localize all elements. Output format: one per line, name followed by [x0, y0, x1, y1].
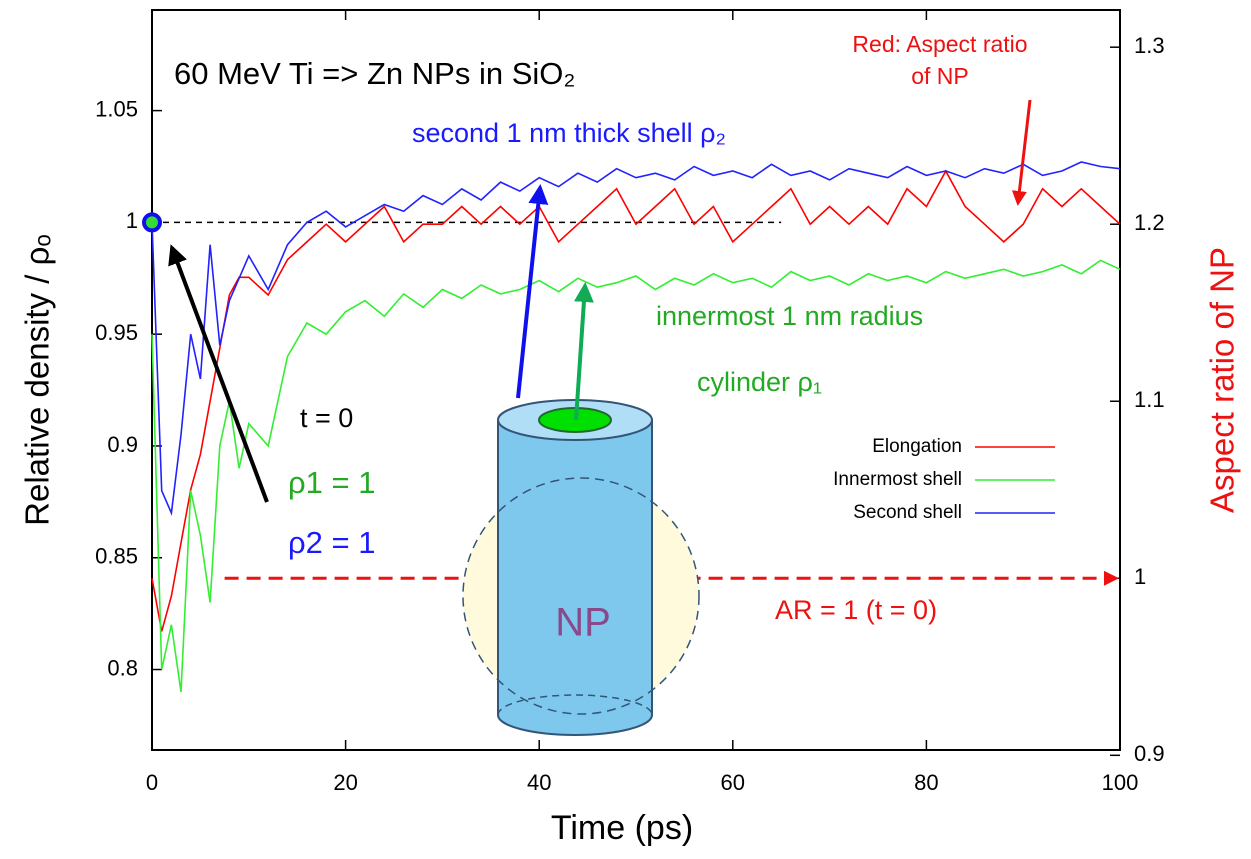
plot-area: 0 20 40 60 80 100 0.8 0.85 0.9 0.95 1 1.05 0.9 1 1.1 1.… [95, 9, 1165, 795]
cylinder-back [497, 694, 653, 716]
y-tick-label: 0.9 [107, 432, 138, 457]
x-tick-label: 0 [146, 770, 158, 795]
y2-tick-label: 1.2 [1134, 210, 1165, 235]
y-tick-label: 1 [126, 208, 138, 233]
plot-frame [151, 9, 1121, 751]
chart-title: 60 MeV Ti => Zn NPs in SiO₂ [174, 56, 575, 91]
y-axis-label: Relative density / ρₒ [19, 234, 56, 526]
annotation: cylinder ρ₁ [697, 367, 822, 397]
annotation: AR = 1 (t = 0) [775, 595, 937, 625]
x-tick-label: 60 [721, 770, 745, 795]
y2-tick-label: 0.9 [1134, 741, 1165, 766]
y2-tick-label: 1.3 [1134, 33, 1165, 58]
annotation: ρ2 = 1 [288, 525, 375, 560]
annotation: Red: Aspect ratio [852, 31, 1027, 57]
annotation: ρ1 = 1 [288, 465, 375, 500]
np-diagram: NP [462, 399, 700, 736]
arrow [1011, 99, 1032, 206]
x-tick-label: 40 [527, 770, 551, 795]
y2-axis-label: Aspect ratio of NP [1204, 247, 1241, 513]
annotation: second 1 nm thick shell ρ₂ [412, 118, 726, 148]
arrow [516, 184, 549, 399]
y2-tick-label: 1 [1134, 564, 1146, 589]
series-line [151, 161, 1121, 517]
legend-label: Second shell [853, 502, 962, 523]
x-tick-label: 80 [914, 770, 938, 795]
y-tick-label: 0.8 [107, 655, 138, 680]
annotation: innermost 1 nm radius [656, 301, 923, 331]
series-line [151, 169, 1121, 632]
start-point [142, 212, 162, 233]
x-tick-label: 20 [333, 770, 357, 795]
annotation: t = 0 [300, 403, 353, 433]
legend-label: Innermost shell [833, 469, 962, 490]
x-axis-label: Time (ps) [551, 809, 693, 847]
y2-tick-label: 1.1 [1134, 387, 1165, 412]
arrow [573, 282, 594, 421]
cylinder-body [497, 419, 653, 736]
y-tick-label: 0.85 [95, 544, 138, 569]
np-outline [462, 477, 700, 715]
y-tick-label: 1.05 [95, 96, 138, 121]
x-tick-label: 100 [1102, 770, 1139, 795]
arrow [168, 244, 269, 503]
annotation: of NP [911, 63, 969, 89]
legend-label: Elongation [872, 436, 962, 457]
np-label: NP [555, 601, 611, 645]
y-tick-label: 0.95 [95, 320, 138, 345]
